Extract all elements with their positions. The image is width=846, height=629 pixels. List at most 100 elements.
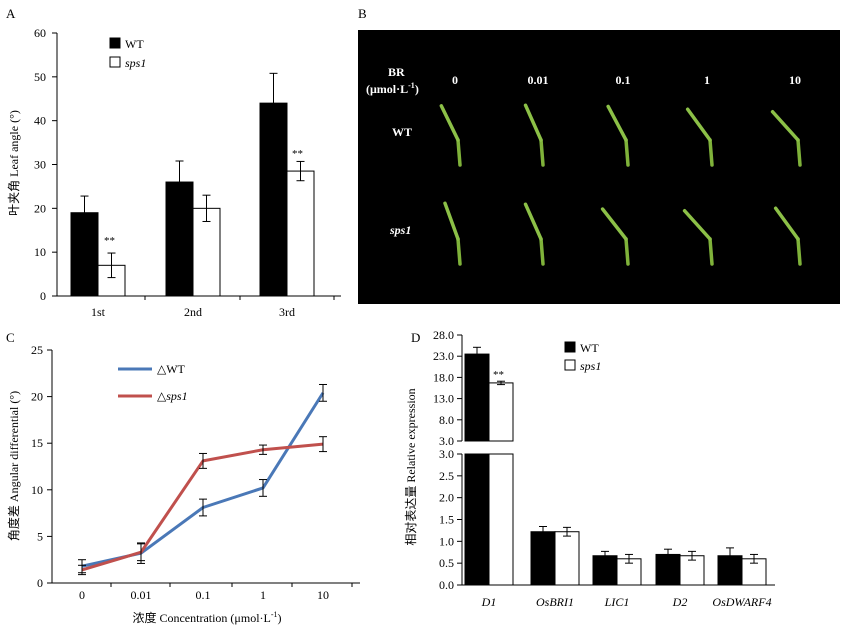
panel-a-legend-sps1: sps1 xyxy=(125,56,146,70)
leaf-sheath xyxy=(796,138,802,167)
panel-d-xtick-label: D2 xyxy=(672,595,688,609)
leaf-blade xyxy=(682,209,712,241)
leaf-sheath xyxy=(708,237,714,266)
panel-d-legend-sps1-swatch xyxy=(564,359,576,371)
panel-c-xlabel: 浓度 Concentration (μmol·L-1) xyxy=(132,610,281,625)
leaf-blade xyxy=(523,103,543,142)
leaf-blade xyxy=(600,207,628,241)
leaf-sample-sps1-0.1 xyxy=(600,207,630,266)
panel-a-bar-wt-3rd xyxy=(259,102,288,297)
panel-c-legend-sps1: △sps1 xyxy=(157,389,188,403)
panel-d-bar-wt-D1-upper xyxy=(464,353,490,442)
panel-d-sig-d1: ** xyxy=(493,369,504,381)
panel-a-ylabel: 叶夹角 Leaf angle (°) xyxy=(7,110,21,216)
br-label-line1: BR xyxy=(388,65,405,79)
br-label-line2: (μmol·L-1) xyxy=(366,81,419,96)
panel-c-xlabel-close: ) xyxy=(278,611,282,625)
br-label-unit: (μmol·L xyxy=(366,82,408,96)
panel-d-bar-sps1-D1-lower xyxy=(488,453,514,586)
leaf-sample-wt-10 xyxy=(770,110,802,167)
panel-a-ytick-label: 20 xyxy=(34,201,46,215)
panel-d-ytick-label: 2.5 xyxy=(439,469,454,483)
conc-label: 0 xyxy=(452,73,458,87)
leaf-sample-wt-0 xyxy=(439,104,462,167)
leaf-blade xyxy=(443,201,460,241)
panel-a-legend-sps1-swatch xyxy=(109,56,121,68)
panel-d-ytick-label: 23.0 xyxy=(433,349,454,363)
panel-d-xtick-label: OsDWARF4 xyxy=(712,595,771,609)
leaf-sample-sps1-10 xyxy=(773,206,802,266)
panel-d-ytick-label: 1.0 xyxy=(439,534,454,548)
panel-c-xlabel-main: 浓度 Concentration (μmol·L xyxy=(132,610,270,625)
panel-d-ytick-label: 1.5 xyxy=(439,513,454,527)
panel-c-letter: C xyxy=(6,330,15,345)
leaf-blade xyxy=(439,104,460,142)
leaf-sheath xyxy=(456,237,462,266)
panel-c-ylabel: 角度差 Angular differential (°) xyxy=(6,391,21,541)
leaf-sample-sps1-0.01 xyxy=(523,202,545,266)
panel-a-ytick-label: 10 xyxy=(34,245,46,259)
panel-c-ytick-label: 25 xyxy=(31,343,43,357)
panel-a-ytick-label: 0 xyxy=(40,289,46,303)
row-label-sps1: sps1 xyxy=(389,223,411,237)
panel-d-legend-wt-swatch xyxy=(564,341,576,353)
panel-d-xtick-label: LIC1 xyxy=(604,595,630,609)
leaf-sheath xyxy=(539,138,545,167)
panel-a-ytick-label: 40 xyxy=(34,114,46,128)
panel-a-ytick-label: 50 xyxy=(34,70,46,84)
panel-d-bar-sps1-OsBRI1 xyxy=(554,531,580,586)
leaf-sheath xyxy=(708,138,714,167)
panel-d-xtick-label: OsBRI1 xyxy=(536,595,574,609)
panel-d-ytick-label: 3.0 xyxy=(439,447,454,461)
panel-c-ytick-label: 20 xyxy=(31,390,43,404)
leaf-blade xyxy=(685,107,712,142)
panel-d-ytick-label: 8.0 xyxy=(439,413,454,427)
panel-a-sig-1st: ** xyxy=(104,235,115,247)
panel-a-ytick-label: 30 xyxy=(34,158,46,172)
panel-a-xtick-label: 1st xyxy=(91,305,106,319)
leaf-sheath xyxy=(624,138,630,167)
panel-b: B BR (μmol·L-1) 0 0.01 0.1 1 10 WT sps1 xyxy=(358,6,840,304)
panel-c-legend-wt: △WT xyxy=(157,362,186,376)
panel-c-ytick-label: 10 xyxy=(31,483,43,497)
leaf-blade xyxy=(523,202,543,241)
panel-a-sig-3rd: ** xyxy=(292,148,303,160)
br-label-sup: -1 xyxy=(408,81,415,90)
panel-d-legend-sps1: sps1 xyxy=(580,359,601,373)
panel-c-ytick-label: 15 xyxy=(31,436,43,450)
leaf-photo-panel xyxy=(358,30,840,304)
panel-a-legend-wt-swatch xyxy=(109,37,121,49)
panel-a-letter: A xyxy=(6,6,16,21)
panel-d-ytick-label: 13.0 xyxy=(433,392,454,406)
br-label-close: ) xyxy=(415,82,419,96)
panel-c: C 角度差 Angular differential (°) 051015202… xyxy=(6,330,360,625)
conc-label: 0.01 xyxy=(528,73,549,87)
leaf-sheath xyxy=(624,237,630,266)
panel-b-letter: B xyxy=(358,6,367,21)
panel-c-xtick-label: 10 xyxy=(317,588,329,602)
panel-c-xtick-label: 0.01 xyxy=(131,588,152,602)
panel-d-bar-wt-D1-lower xyxy=(464,453,490,586)
panel-c-series-wt-line xyxy=(81,392,325,568)
panel-c-xtick-label: 0 xyxy=(79,588,85,602)
panel-d-xtick-label: D1 xyxy=(481,595,497,609)
panel-d-ytick-label: 28.0 xyxy=(433,328,454,342)
leaf-sample-sps1-1 xyxy=(682,209,714,266)
panel-a: A 叶夹角 Leaf angle (°) 0 10 20 30 40 50 60 1st 2n… xyxy=(6,6,341,319)
leaf-sheath xyxy=(456,138,462,167)
row-label-wt: WT xyxy=(392,125,412,139)
leaf-sample-wt-0.01 xyxy=(523,103,545,167)
leaf-blade xyxy=(773,206,800,241)
panel-d-ylabel: 相对表达量 Relative expression xyxy=(404,388,418,545)
panel-d-ytick-label: 2.0 xyxy=(439,491,454,505)
panel-d-bar-sps1-D1-upper xyxy=(488,382,514,442)
leaf-sheath xyxy=(796,237,802,266)
panel-d-bar-wt-LIC1 xyxy=(592,555,618,586)
panel-d-ytick-label: 0.5 xyxy=(439,556,454,570)
leaf-blade xyxy=(606,104,628,142)
panel-c-xtick-label: 0.1 xyxy=(196,588,211,602)
panel-d-ytick-label: 0.0 xyxy=(439,578,454,592)
panel-d-bar-sps1-D2 xyxy=(679,555,705,586)
panel-d-ytick-label: 3.0 xyxy=(439,434,454,448)
conc-label: 0.1 xyxy=(616,73,631,87)
